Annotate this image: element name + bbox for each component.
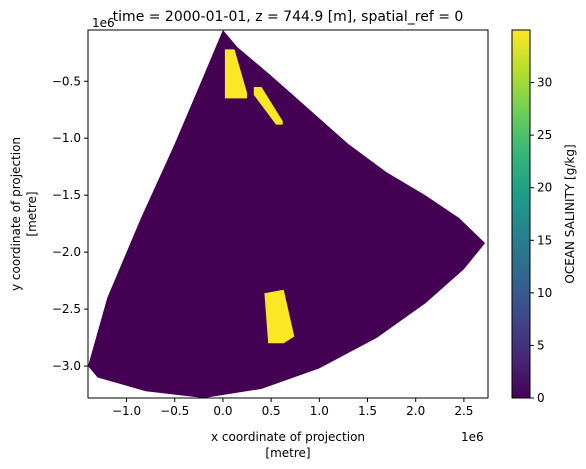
colorbar-tick-label: 5 [537, 338, 545, 352]
x-tick-label: 0.0 [213, 404, 232, 418]
colorbar-tick-label: 25 [537, 128, 552, 142]
colorbar-tick-label: 0 [537, 391, 545, 405]
x-tick-label: −0.5 [160, 404, 189, 418]
x-tick-label: 1.5 [358, 404, 377, 418]
colorbar-tick-label: 10 [537, 286, 552, 300]
y-tick-label: −2.5 [52, 302, 81, 316]
high-salinity-region-2 [253, 87, 283, 125]
colorbar-tick-label: 30 [537, 76, 552, 90]
x-axis-unit: [metre] [265, 446, 310, 460]
colorbar-tick-label: 20 [537, 181, 552, 195]
x-tick-label: 2.5 [454, 404, 473, 418]
colorbar: 0 5 10 15 20 25 30 OCEAN SALINITY [g/kg] [511, 29, 577, 405]
high-salinity-region-1 [224, 49, 247, 99]
y-tick-label: −2.0 [52, 245, 81, 259]
x-axis-ticks: −1.0 −0.5 0.0 0.5 1.0 1.5 2.0 2.5 [112, 398, 473, 418]
y-axis-offset: 1e6 [92, 16, 115, 30]
y-axis-label: y coordinate of projection [9, 137, 23, 291]
y-tick-label: −3.0 [52, 359, 81, 373]
plot-area [87, 29, 489, 399]
salinity-domain [88, 30, 486, 398]
y-tick-label: −1.0 [52, 131, 81, 145]
colorbar-gradient [511, 29, 531, 399]
x-tick-label: −1.0 [112, 404, 141, 418]
x-axis-offset: 1e6 [461, 430, 484, 444]
x-tick-label: 0.5 [262, 404, 281, 418]
chart-title: time = 2000-01-01, z = 744.9 [m], spatia… [113, 9, 464, 25]
colorbar-ticks: 0 5 10 15 20 25 30 [530, 76, 552, 405]
y-axis-ticks: −0.5 −1.0 −1.5 −2.0 −2.5 −3.0 [52, 74, 88, 373]
x-tick-label: 2.0 [406, 404, 425, 418]
axes-frame [87, 29, 489, 399]
y-axis-unit: [metre] [25, 191, 39, 236]
colorbar-label: OCEAN SALINITY [g/kg] [563, 144, 577, 283]
y-tick-label: −0.5 [52, 74, 81, 88]
colorbar-tick-label: 15 [537, 233, 552, 247]
x-axis-label: x coordinate of projection [211, 430, 365, 444]
high-salinity-region-3 [264, 289, 295, 344]
x-tick-label: 1.0 [310, 404, 329, 418]
y-tick-label: −1.5 [52, 188, 81, 202]
